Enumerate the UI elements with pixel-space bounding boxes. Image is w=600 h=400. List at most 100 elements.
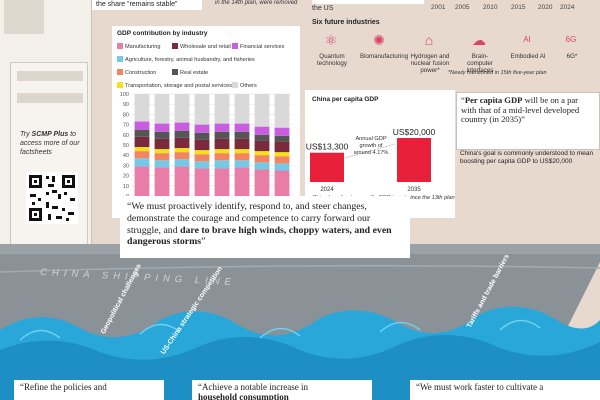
per-capita-bar-chart: US$13,300 2024 US$20,000 2035 Annual GDPgrow… bbox=[306, 127, 436, 193]
quote-bold: dare to brave high winds, choppy waters,… bbox=[127, 224, 392, 248]
industry-label: Hydrogen and nuclear fusion power* bbox=[410, 53, 450, 75]
quote-plain: “We must proactively identify, respond t… bbox=[127, 201, 371, 236]
bar-segment bbox=[254, 126, 270, 135]
future-industries-title: Six future industries bbox=[312, 19, 380, 26]
top-note: the share “remains stable” bbox=[92, 0, 202, 10]
top-note-2: in the 14th plan, were removed bbox=[215, 0, 298, 6]
bar-segment bbox=[274, 170, 290, 196]
bar-segment bbox=[194, 132, 210, 140]
promo-brand[interactable]: SCMP Plus bbox=[31, 131, 69, 138]
bottom-quote-bold: household consumption bbox=[198, 391, 289, 400]
bar-segment bbox=[214, 138, 230, 150]
promo-line1: Try bbox=[20, 131, 32, 138]
bar-segment bbox=[154, 94, 170, 124]
legend-label: Manufacturing bbox=[125, 44, 161, 50]
bar-segment bbox=[214, 153, 230, 161]
bar-segment bbox=[154, 167, 170, 196]
bar-segment bbox=[234, 94, 250, 124]
per-capita-quote-bold: Per capita GDP bbox=[464, 95, 523, 105]
plant-icon: ⌂ bbox=[424, 32, 434, 48]
bar-segment bbox=[254, 140, 270, 152]
bar-segment bbox=[234, 138, 250, 150]
bar-segment bbox=[234, 153, 250, 161]
per-capita-year-label: 2035 bbox=[407, 187, 421, 193]
main-quote: “We must proactively identify, respond t… bbox=[127, 201, 403, 248]
bar-segment bbox=[174, 166, 190, 196]
bar-segment bbox=[154, 160, 170, 168]
growth-label: around 4.17% bbox=[354, 150, 389, 156]
bar-segment bbox=[254, 134, 270, 141]
future-industries-note: *Newly mentioned in 15th five-year plan bbox=[448, 70, 547, 76]
legend-label: Financial services bbox=[240, 44, 285, 50]
bottom-quote-1: “Refine the policies and bbox=[14, 380, 164, 400]
bar-segment bbox=[134, 121, 150, 130]
per-capita-bar bbox=[397, 138, 431, 182]
legend-label: Wholesale and retail bbox=[180, 44, 231, 50]
bar-segment bbox=[274, 163, 290, 171]
legend-entry: Wholesale and retail bbox=[172, 43, 231, 50]
bar-segment bbox=[174, 94, 190, 123]
per-capita-bar bbox=[310, 152, 344, 182]
bar-segment bbox=[214, 149, 230, 154]
year-tick: 2024 bbox=[560, 4, 575, 11]
brain-icon: ☁ bbox=[472, 32, 486, 48]
bar-segment bbox=[214, 168, 230, 196]
per-capita-value-label: US$13,300 bbox=[306, 142, 349, 152]
per-capita-year-label: 2024 bbox=[320, 187, 334, 193]
legend-swatch bbox=[232, 43, 238, 49]
legend-swatch bbox=[172, 43, 178, 49]
legend-label: Real estate bbox=[180, 70, 209, 76]
signal-icon: 6G bbox=[565, 35, 577, 44]
bar-segment bbox=[174, 152, 190, 160]
bar-segment bbox=[134, 94, 150, 122]
legend-swatch bbox=[117, 69, 123, 75]
y-tick-label: 50 bbox=[123, 143, 129, 149]
bar-segment bbox=[234, 123, 250, 132]
bar-segment bbox=[174, 122, 190, 131]
industry-label: 6G* bbox=[566, 53, 578, 60]
legend-label: Construction bbox=[125, 70, 157, 76]
year-tick: 2005 bbox=[455, 4, 470, 11]
ai-icon: AI bbox=[523, 35, 531, 44]
bottom-quote-3: “We must work faster to cultivate a bbox=[410, 380, 600, 400]
qr-code-icon[interactable] bbox=[26, 172, 78, 224]
promo-line2: to access more of our factsheets bbox=[20, 131, 80, 157]
bar-segment bbox=[134, 158, 150, 167]
legend-entry: Manufacturing bbox=[117, 43, 160, 50]
legend-swatch bbox=[172, 69, 178, 75]
bar-segment bbox=[274, 127, 290, 136]
legend-swatch bbox=[117, 43, 123, 49]
bar-segment bbox=[194, 124, 210, 133]
bar-segment bbox=[134, 166, 150, 196]
y-tick-label: 90 bbox=[123, 102, 129, 108]
per-capita-quote-box: “Per capita GDP will be on a par with th… bbox=[456, 92, 600, 150]
per-capita-title: China per capita GDP bbox=[312, 96, 379, 103]
year-tick: 2020 bbox=[538, 4, 553, 11]
bar-segment bbox=[174, 159, 190, 167]
industry-label: Quantum technology bbox=[317, 53, 347, 68]
bar-segment bbox=[194, 94, 210, 125]
bar-segment bbox=[234, 149, 250, 154]
bar-segment bbox=[134, 147, 150, 152]
window bbox=[17, 93, 83, 103]
bottom-quote-text: “Achieve a notable increase in bbox=[198, 382, 308, 392]
legend-label: Agriculture, forestry, animal husbandry,… bbox=[125, 57, 255, 63]
bar-segment bbox=[194, 150, 210, 155]
bar-segment bbox=[174, 130, 190, 138]
bar-segment bbox=[194, 161, 210, 169]
bar-segment bbox=[234, 160, 250, 168]
top-year-axis: 2001 2005 2010 2015 2020 2024 bbox=[418, 0, 600, 14]
bar-segment bbox=[254, 169, 270, 196]
bar-segment bbox=[134, 151, 150, 159]
bar-segment bbox=[154, 153, 170, 161]
bottom-quote-text: “We must work faster to cultivate a bbox=[416, 382, 544, 392]
quote-box: “We must proactively identify, respond t… bbox=[120, 196, 410, 258]
y-tick-label: 30 bbox=[123, 163, 129, 169]
per-capita-quote: “Per capita GDP will be on a par with th… bbox=[461, 95, 580, 125]
y-tick-label: 20 bbox=[123, 174, 129, 180]
bar-segment bbox=[174, 137, 190, 149]
legend-swatch bbox=[232, 82, 238, 88]
bar-segment bbox=[254, 151, 270, 156]
bar-segment bbox=[274, 135, 290, 142]
top-bar bbox=[312, 0, 424, 4]
